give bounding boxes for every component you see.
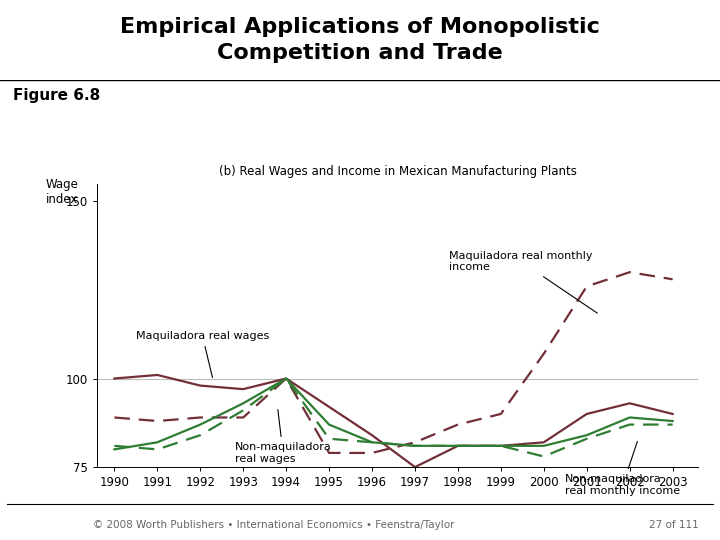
Text: Maquiladora real wages: Maquiladora real wages	[136, 331, 269, 377]
Text: Non-maquiladora
real monthly income: Non-maquiladora real monthly income	[565, 441, 680, 496]
Text: 27 of 111: 27 of 111	[649, 519, 698, 530]
Title: (b) Real Wages and Income in Mexican Manufacturing Plants: (b) Real Wages and Income in Mexican Man…	[219, 165, 577, 178]
Text: Non-maquiladora
real wages: Non-maquiladora real wages	[235, 410, 331, 464]
Text: Wage
index: Wage index	[46, 178, 79, 206]
Text: Figure 6.8: Figure 6.8	[13, 88, 100, 103]
Text: Empirical Applications of Monopolistic
Competition and Trade: Empirical Applications of Monopolistic C…	[120, 17, 600, 63]
Text: Maquiladora real monthly
income: Maquiladora real monthly income	[449, 251, 598, 313]
Text: © 2008 Worth Publishers • International Economics • Feenstra/Taylor: © 2008 Worth Publishers • International …	[93, 519, 454, 530]
